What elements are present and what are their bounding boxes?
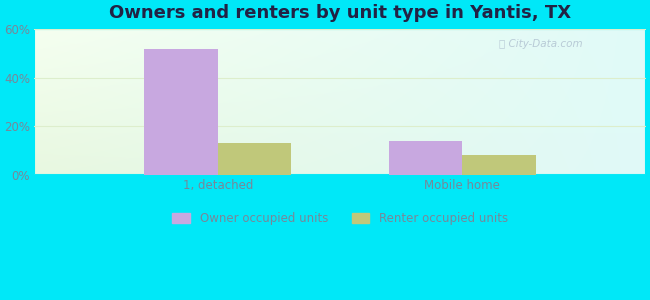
Bar	[389, 141, 462, 175]
Legend: Owner occupied units, Renter occupied units: Owner occupied units, Renter occupied un…	[168, 208, 512, 230]
Bar	[144, 49, 218, 175]
Text: ⓘ City-Data.com: ⓘ City-Data.com	[499, 40, 582, 50]
Title: Owners and renters by unit type in Yantis, TX: Owners and renters by unit type in Yanti…	[109, 4, 571, 22]
Bar	[462, 155, 536, 175]
Bar	[218, 143, 291, 175]
